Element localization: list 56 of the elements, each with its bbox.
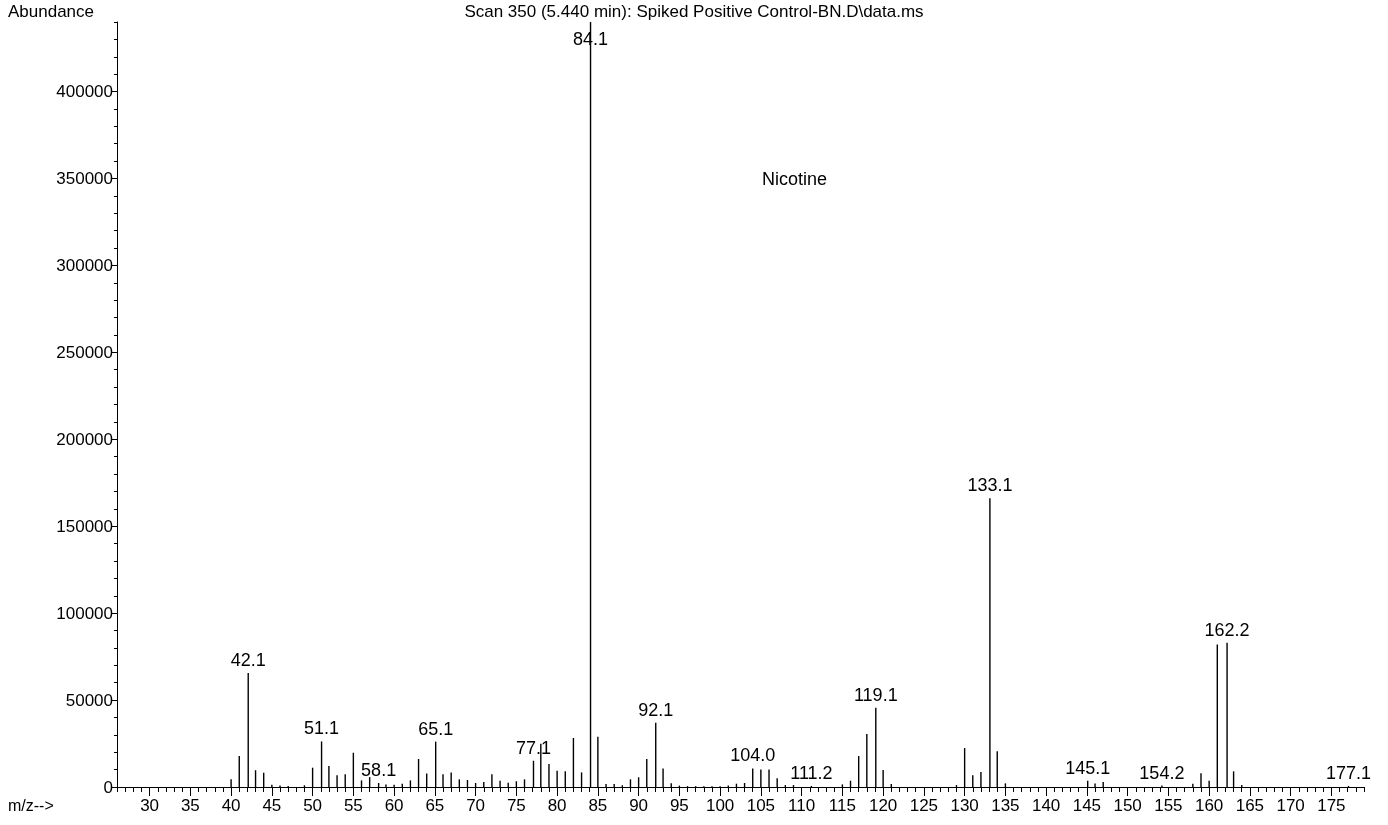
x-tick-label: 70 xyxy=(466,796,486,815)
y-tick-label: 200000 xyxy=(56,429,113,449)
y-tick-label: 400000 xyxy=(56,82,113,102)
annotation: 104.0 xyxy=(730,745,776,766)
x-tick-label: 125 xyxy=(909,796,939,815)
annotation: 119.1 xyxy=(853,684,898,705)
annotation: Nicotine xyxy=(762,169,828,189)
chart-title: Scan 350 (5.440 min): Spiked Positive Control-BN.D\data.ms xyxy=(464,2,924,21)
x-tick-label: 120 xyxy=(868,796,898,815)
x-tick-label: 75 xyxy=(506,796,526,815)
x-axis-title: m/z--> xyxy=(8,796,54,814)
y-tick-label: 100000 xyxy=(56,603,113,623)
annotation: 133.1 xyxy=(967,475,1013,496)
x-tick-label: 60 xyxy=(384,796,404,815)
x-tick-label: 90 xyxy=(629,796,649,815)
annotation: 154.2 xyxy=(1139,762,1185,783)
x-tick-label: 155 xyxy=(1154,796,1183,815)
x-tick-label: 165 xyxy=(1235,796,1265,815)
y-tick-label: 300000 xyxy=(56,255,113,275)
annotation: 145.1 xyxy=(1065,757,1111,778)
x-tick-label: 55 xyxy=(343,796,363,815)
x-tick-label: 140 xyxy=(1031,796,1061,815)
x-tick-label: 85 xyxy=(588,796,608,815)
x-tick-label: 40 xyxy=(221,796,241,815)
annotation: 58.1 xyxy=(361,760,397,780)
x-tick-label: 30 xyxy=(140,796,160,815)
x-tick-label: 95 xyxy=(669,796,689,815)
y-tick-label: 50000 xyxy=(65,690,113,710)
x-tick-label: 160 xyxy=(1194,796,1224,815)
x-tick-label: 130 xyxy=(950,796,979,815)
annotation: 162.2 xyxy=(1204,619,1250,640)
x-tick-label: 100 xyxy=(705,796,735,815)
x-tick-label: 145 xyxy=(1072,796,1102,815)
annotation: 111.2 xyxy=(790,762,833,783)
y-tick-label: 150000 xyxy=(56,516,113,536)
x-tick-label: 50 xyxy=(303,796,323,815)
x-tick-label: 65 xyxy=(425,796,445,815)
y-tick-label: 0 xyxy=(103,777,113,797)
x-tick-label: 35 xyxy=(180,796,200,815)
annotation: 51.1 xyxy=(304,718,340,739)
x-tick-label: 105 xyxy=(746,796,776,815)
x-tick-label: 45 xyxy=(262,796,282,815)
x-tick-label: 80 xyxy=(547,796,567,815)
y-tick-label: 250000 xyxy=(56,342,113,362)
annotation: 65.1 xyxy=(418,718,454,739)
x-tick-label: 170 xyxy=(1276,796,1305,815)
x-tick-label: 175 xyxy=(1317,796,1346,815)
x-tick-label: 150 xyxy=(1113,796,1142,815)
y-tick-label: 350000 xyxy=(56,168,113,188)
x-tick-label: 135 xyxy=(991,796,1020,815)
annotation: 42.1 xyxy=(230,650,266,671)
y-axis-title: Abundance xyxy=(8,2,95,21)
annotation: 92.1 xyxy=(638,699,674,720)
annotation: 177.1 xyxy=(1325,762,1372,783)
x-tick-label: 110 xyxy=(788,796,816,815)
x-tick-label: 115 xyxy=(828,796,856,815)
